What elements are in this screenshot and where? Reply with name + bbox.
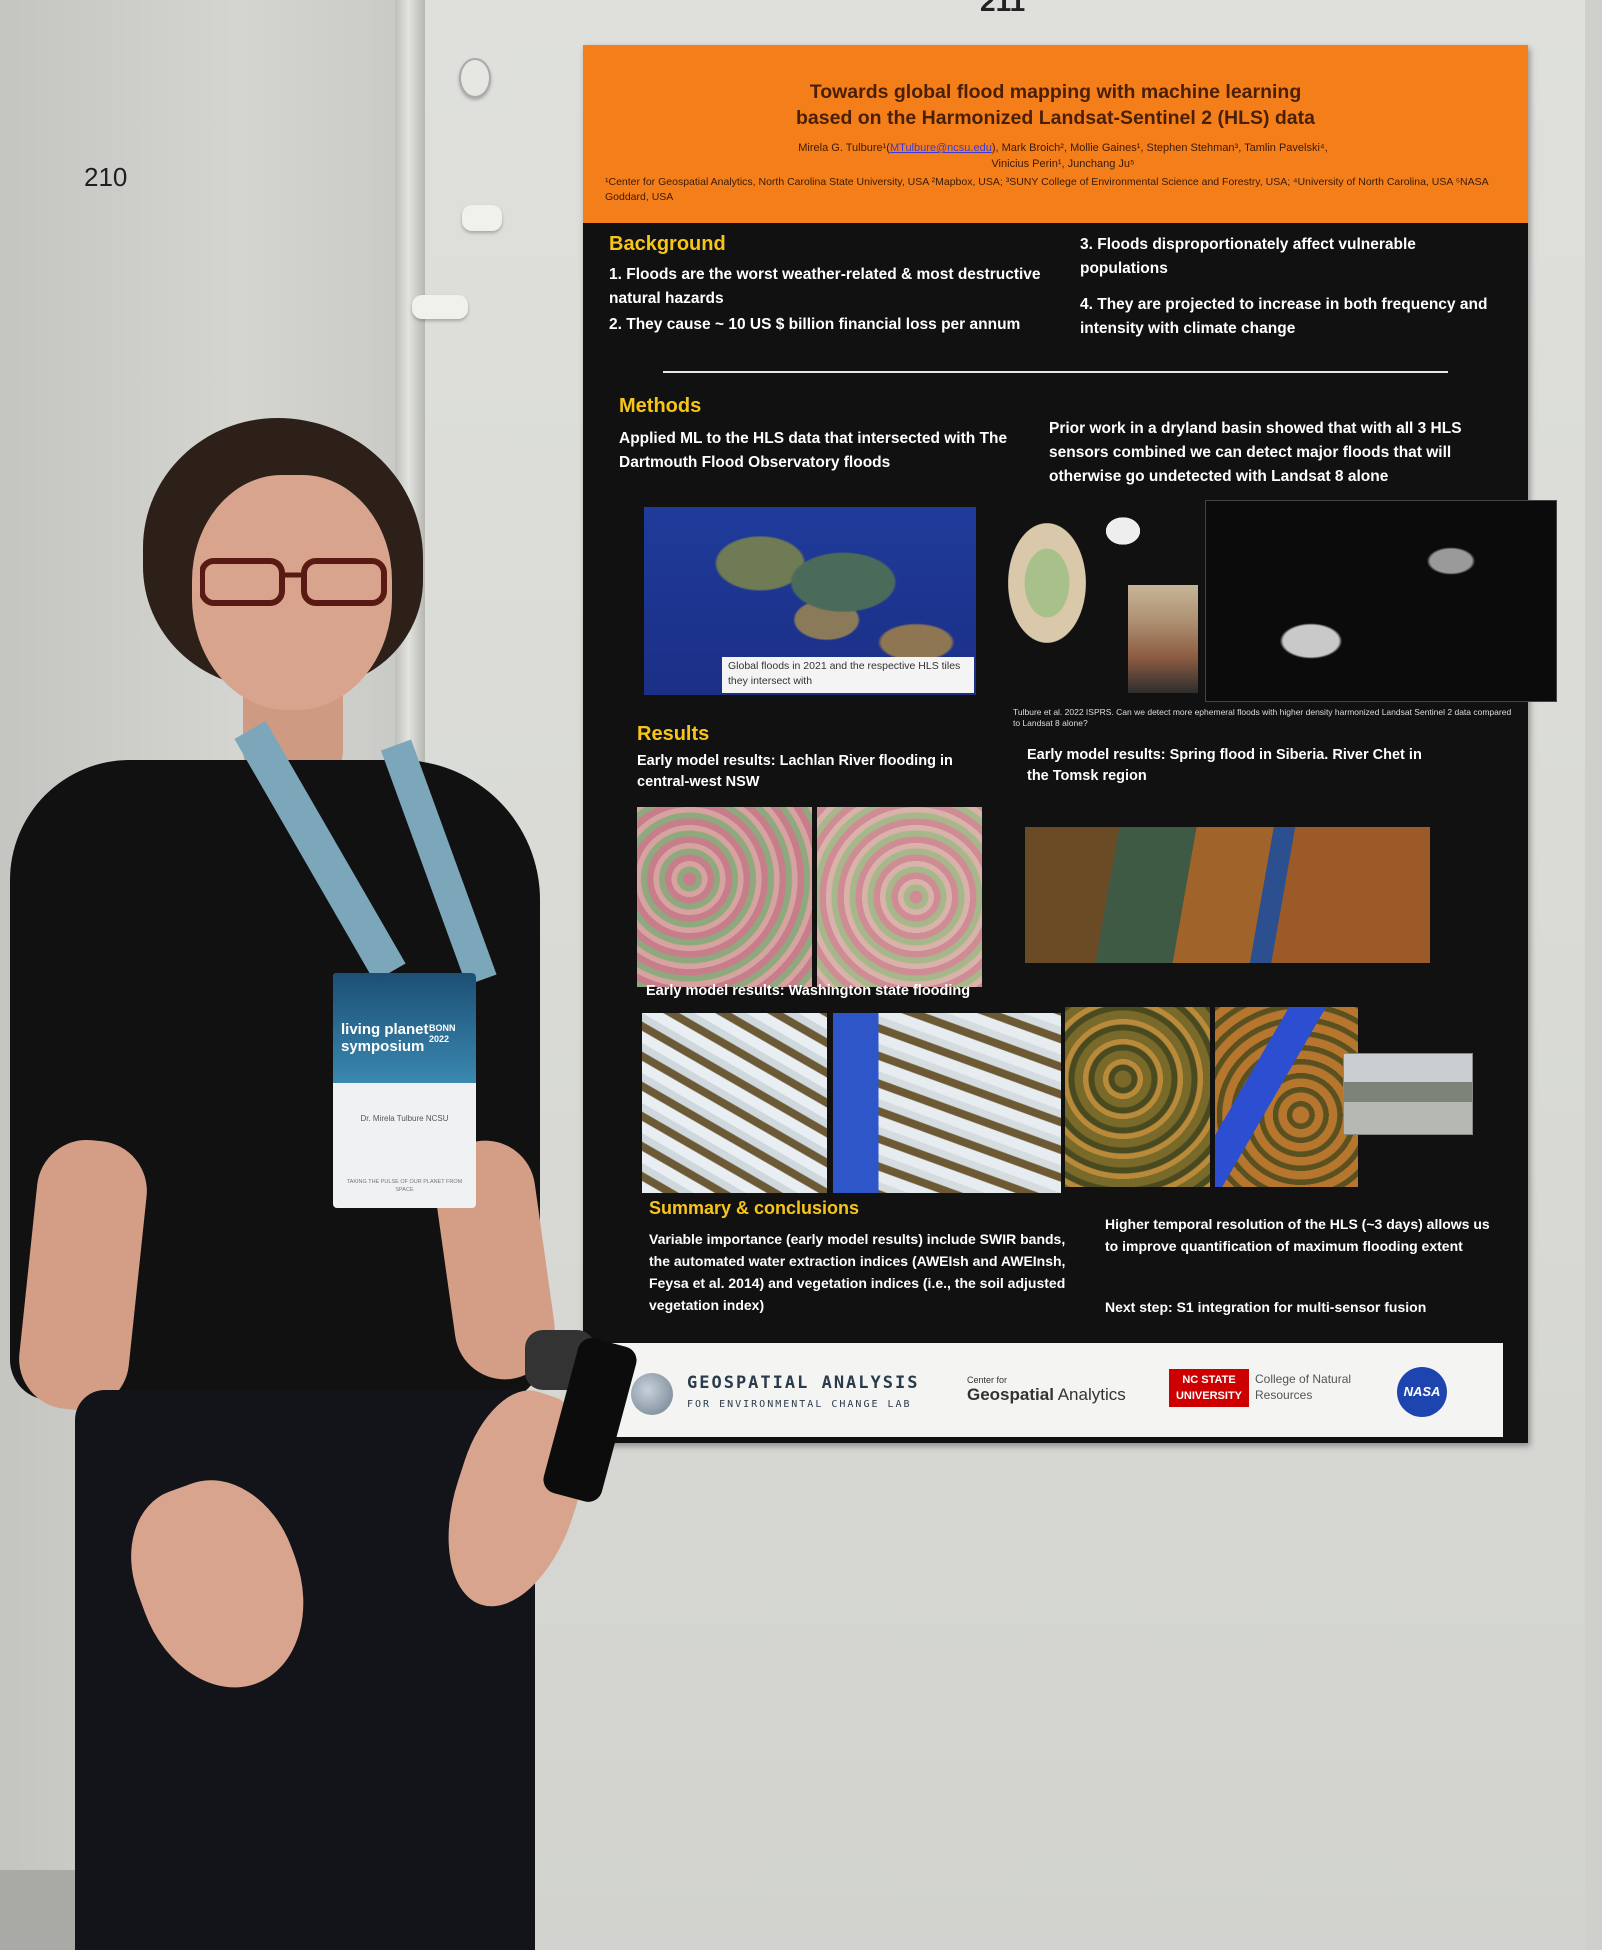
elevation-legend <box>1128 585 1198 693</box>
authors-part-b: ), Mark Broich², Mollie Gaines¹, Stephen… <box>991 142 1328 154</box>
methods-right-text: Prior work in a dryland basin showed tha… <box>1049 420 1462 485</box>
methods-left-text: Applied ML to the HLS data that intersec… <box>619 430 1008 471</box>
nasa-logo-icon: NASA <box>1397 1367 1447 1417</box>
board-number: 210 <box>84 162 128 192</box>
summary-heading: Summary & conclusions <box>649 1198 860 1218</box>
washington-image-1 <box>642 1013 827 1193</box>
washington-label: Early model results: Washington state fl… <box>646 983 971 999</box>
summary-right-text: Higher temporal resolution of the HLS (~… <box>1105 1216 1490 1254</box>
lachlan-label: Early model results: Lachlan River flood… <box>637 753 953 790</box>
cga-logo-small: Center for <box>967 1375 1008 1385</box>
person-face <box>192 475 392 710</box>
background-item-1: 1. Floods are the worst weather-related … <box>609 266 1041 307</box>
summary-left-text: Variable importance (early model results… <box>649 1231 1066 1313</box>
top-board-number: 211 <box>980 0 1026 17</box>
global-flood-map: Global floods in 2021 and the respective… <box>644 507 976 695</box>
badge-place: BONN 2022 <box>429 1023 456 1044</box>
poster-header: Towards global flood mapping with machin… <box>583 45 1528 223</box>
authors-part-a: Mirela G. Tulbure¹( <box>798 142 890 154</box>
board-clip <box>462 205 502 231</box>
washington-image-2 <box>833 1013 1061 1193</box>
badge-name: Dr. Mirela Tulbure NCSU <box>360 1114 449 1123</box>
results-heading: Results <box>637 723 710 745</box>
college-logo-text: College of Natural Resources <box>1255 1372 1352 1402</box>
globe-logo-icon <box>631 1373 673 1415</box>
badge-event: living planet symposium <box>341 1021 429 1055</box>
cga-logo-rest: Analytics <box>1053 1385 1126 1404</box>
author-email-link[interactable]: MTulbure@ncsu.edu <box>889 142 992 154</box>
cga-logo: Geospatial Analytics <box>967 1385 1126 1405</box>
badge-footer: TAKING THE PULSE OF OUR PLANET FROM SPAC… <box>346 1179 463 1193</box>
australia-inset-map <box>1103 515 1143 547</box>
background-item-2: 2. They cause ~ 10 US $ billion financia… <box>609 316 1021 333</box>
title-line-1: Towards global flood mapping with machin… <box>809 81 1302 103</box>
background-item-4: 4. They are projected to increase in bot… <box>1080 296 1488 337</box>
section-divider <box>663 371 1448 373</box>
siberia-label: Early model results: Spring flood in Sib… <box>1027 747 1422 784</box>
figure-citation: Tulbure et al. 2022 ISPRS. Can we detect… <box>1013 707 1512 728</box>
conference-badge: living planet symposium BONN 2022 Dr. Mi… <box>333 973 476 1208</box>
title-line-2: based on the Harmonized Landsat-Sentinel… <box>796 107 1315 129</box>
methods-heading: Methods <box>619 395 702 417</box>
background-item-3: 3. Floods disproportionately affect vuln… <box>1080 236 1416 277</box>
lachlan-image-2 <box>817 807 982 987</box>
gaecl-logo-text: GEOSPATIAL ANALYSIS <box>687 1373 920 1393</box>
background-heading: Background <box>609 233 726 255</box>
poster-authors: Mirela G. Tulbure¹(MTulbure@ncsu.edu), M… <box>713 140 1413 172</box>
gaecl-logo-subtext: FOR ENVIRONMENTAL CHANGE LAB <box>687 1399 912 1410</box>
glasses-icon <box>200 558 387 606</box>
tomsk-flood-image <box>1025 827 1430 963</box>
cga-logo-bold: Geospatial <box>967 1385 1054 1404</box>
research-poster: Towards global flood mapping with machin… <box>583 45 1557 1443</box>
badge-banner <box>333 973 476 1083</box>
next-step: Next step: S1 integration for multi-sens… <box>1105 1299 1427 1315</box>
poster-footer: GEOSPATIAL ANALYSIS FOR ENVIRONMENTAL CH… <box>607 1343 1503 1437</box>
washington-image-3 <box>1065 1007 1210 1187</box>
map-caption: Global floods in 2021 and the respective… <box>722 657 974 693</box>
authors-line-2: Vinicius Perin¹, Junchang Ju⁵ <box>991 158 1135 170</box>
board-clip <box>412 295 468 319</box>
lachlan-image-1 <box>637 807 812 987</box>
hls-vs-landsat-panels <box>1205 500 1557 702</box>
poster-title: Towards global flood mapping with machin… <box>643 79 1468 131</box>
authors-line-1: Mirela G. Tulbure¹(MTulbure@ncsu.edu), M… <box>713 140 1413 156</box>
poster-affiliations: ¹Center for Geospatial Analytics, North … <box>605 176 1489 203</box>
flood-photo <box>1343 1053 1473 1135</box>
ncstate-logo: NC STATE UNIVERSITY <box>1169 1369 1249 1407</box>
board-clip <box>459 58 491 98</box>
washington-image-4 <box>1215 1007 1358 1187</box>
dryland-basin-map <box>1008 523 1086 643</box>
